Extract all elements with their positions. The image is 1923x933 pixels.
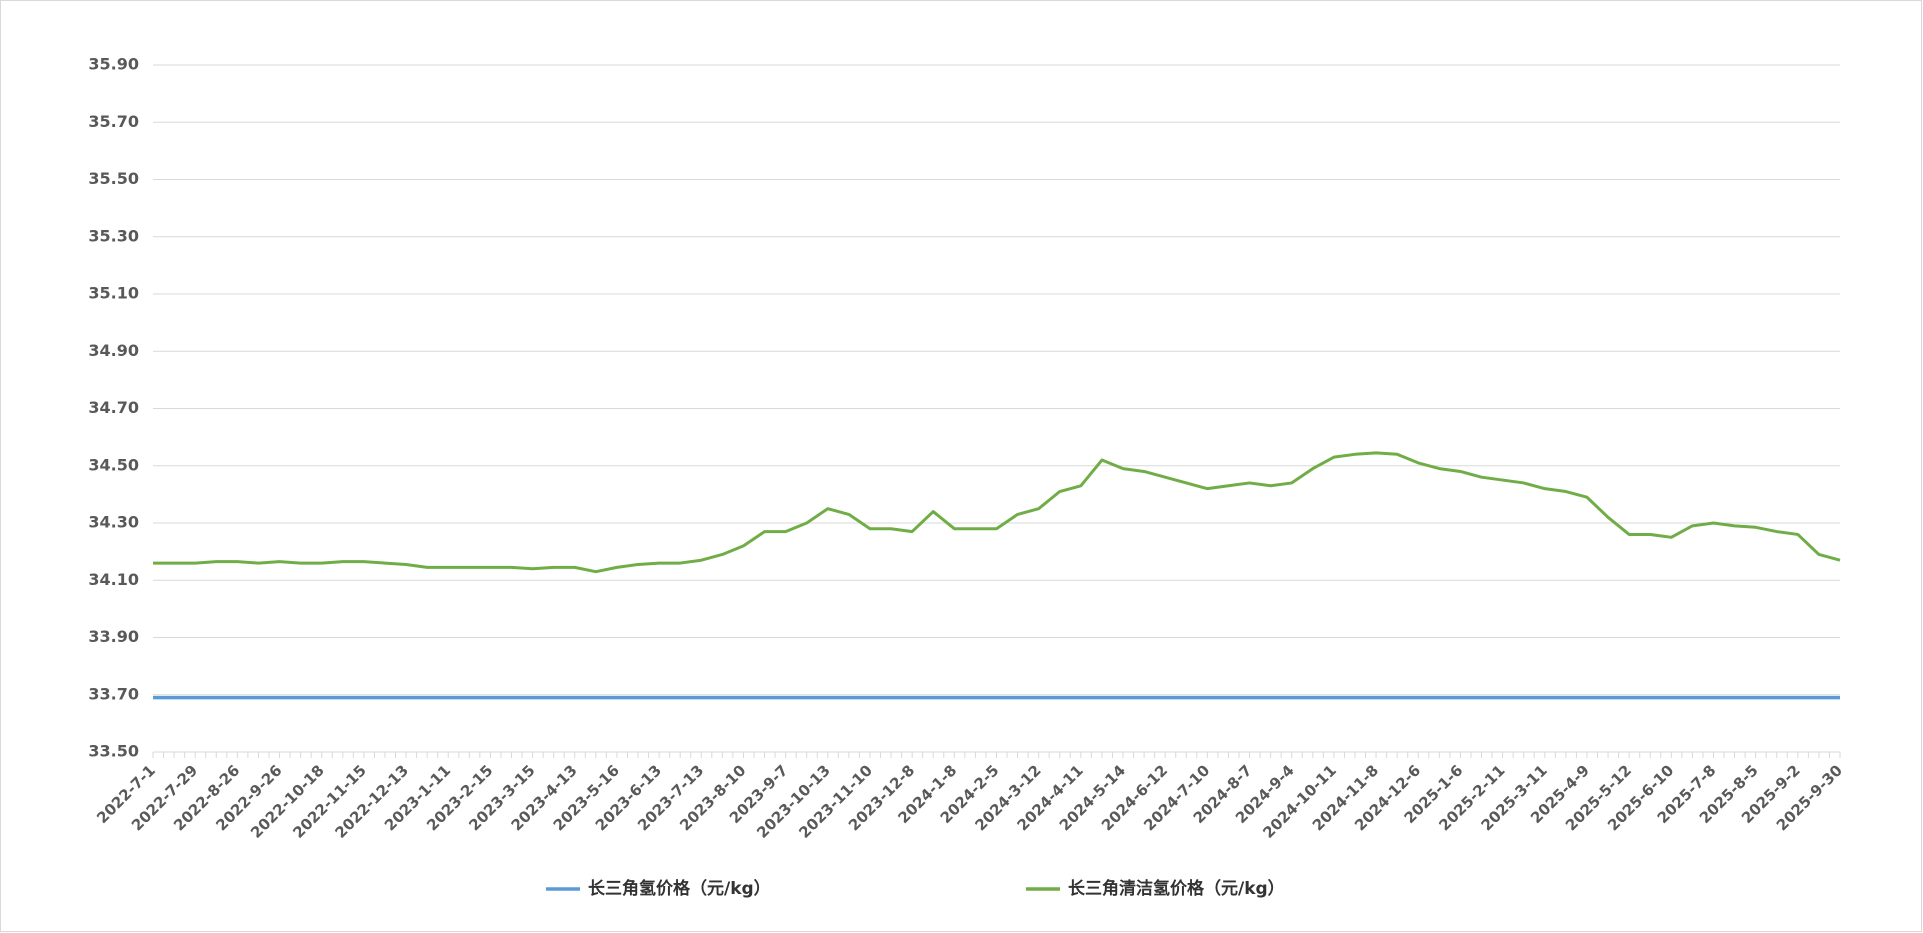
y-tick-label: 35.10 [88,284,139,303]
y-tick-label: 33.90 [88,627,139,646]
y-tick-label: 35.90 [88,55,139,74]
y-tick-label: 34.90 [88,341,139,360]
y-tick-label: 35.30 [88,226,139,245]
legend-label: 长三角清洁氢价格（元/kg） [1068,878,1285,899]
y-tick-label: 34.50 [88,455,139,474]
y-tick-label: 33.70 [88,684,139,703]
y-tick-label: 34.70 [88,398,139,417]
series-line [153,451,1841,574]
y-tick-label: 34.30 [88,513,139,532]
y-tick-label: 34.10 [88,570,139,589]
y-tick-label: 35.70 [88,112,139,131]
y-tick-label: 35.50 [88,169,139,188]
legend-label: 长三角氢价格（元/kg） [588,878,771,899]
y-tick-label: 33.50 [88,742,139,761]
